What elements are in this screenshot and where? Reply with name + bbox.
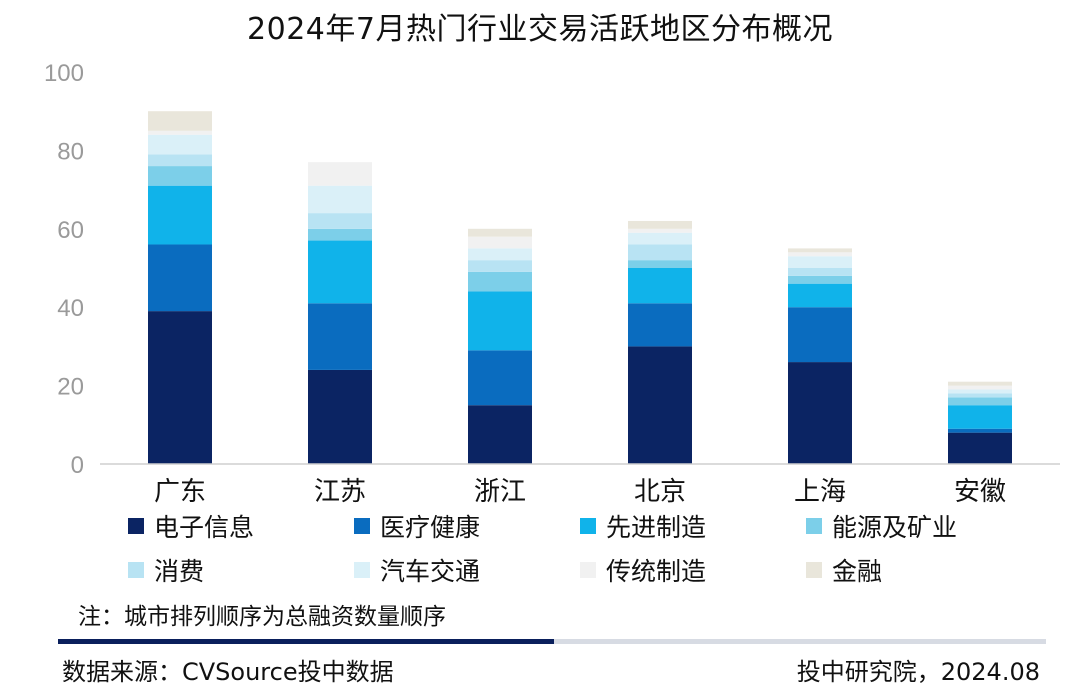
divider-light: [554, 639, 1046, 644]
bar-segment: [948, 393, 1012, 398]
bar-segment: [788, 248, 852, 253]
bar-segment: [628, 346, 692, 464]
legend-label: 电子信息: [154, 513, 255, 542]
bar-segment: [148, 130, 212, 135]
bar-segment: [148, 166, 212, 186]
bar-segment: [308, 369, 372, 464]
bar-segment: [628, 232, 692, 245]
bar-segment: [948, 405, 1012, 429]
bar-segment: [308, 303, 372, 370]
bar-segment: [468, 350, 532, 406]
bar-segment: [948, 428, 1012, 433]
bar-segment: [788, 307, 852, 363]
x-tick-label: 北京: [634, 477, 686, 507]
credit: 投中研究院，2024.08: [796, 658, 1040, 686]
y-tick-label: 100: [44, 60, 84, 87]
bar-segment: [148, 311, 212, 464]
legend-swatch: [354, 562, 370, 578]
legend-item: 金融: [806, 550, 882, 590]
legend-label: 医疗健康: [380, 513, 481, 542]
bar-segment: [788, 362, 852, 464]
bar-segment: [308, 228, 372, 241]
chart-plot: 0 20 40 60 80 100 广东 江苏 浙江 北京 上海 安徽: [44, 60, 1060, 507]
legend-item: 电子信息: [128, 506, 254, 546]
bar-segment: [628, 220, 692, 229]
legend-swatch: [354, 518, 370, 534]
legend-item: 汽车交通: [354, 550, 480, 590]
legend-swatch: [128, 562, 144, 578]
bar-segment: [468, 260, 532, 272]
legend-label: 汽车交通: [380, 557, 481, 586]
bar-segment: [468, 248, 532, 261]
bar-segment: [628, 244, 692, 261]
bar-segment: [948, 397, 1012, 406]
legend-swatch: [806, 518, 822, 534]
bar-segment: [308, 213, 372, 229]
bar-segment: [148, 185, 212, 245]
bar-segment: [788, 268, 852, 276]
bar-segment: [628, 268, 692, 304]
x-tick-label: 江苏: [314, 477, 366, 507]
legend-swatch: [580, 562, 596, 578]
bar-segment: [628, 303, 692, 347]
legend-item: 医疗健康: [354, 506, 480, 546]
bar-segment: [788, 252, 852, 257]
divider-dark: [58, 639, 554, 644]
x-tick-label: 广东: [154, 477, 206, 507]
bar-segment: [308, 162, 372, 186]
bar-segment: [468, 291, 532, 351]
bar-segment: [308, 240, 372, 304]
y-tick-label: 40: [57, 295, 84, 322]
bar-segment: [468, 405, 532, 464]
bar-segment: [468, 236, 532, 249]
bar-segment: [628, 260, 692, 268]
legend-label: 金融: [832, 557, 883, 586]
bar-segment: [788, 283, 852, 308]
legend-item: 先进制造: [580, 506, 706, 546]
x-tick-label: 上海: [794, 477, 846, 507]
legend-label: 消费: [154, 557, 205, 586]
legend-item: 传统制造: [580, 550, 706, 590]
legend-swatch: [806, 562, 822, 578]
legend-swatch: [128, 518, 144, 534]
chart-note: 注：城市排列顺序为总融资数量顺序: [78, 604, 446, 630]
legend-label: 能源及矿业: [832, 513, 958, 542]
bar-segment: [468, 271, 532, 292]
y-tick-label: 80: [57, 138, 84, 165]
bar-segment: [948, 432, 1012, 464]
y-tick-label: 20: [57, 374, 84, 401]
data-source: 数据来源：CVSource投中数据: [62, 658, 394, 686]
bar-segment: [788, 275, 852, 284]
x-tick-label: 浙江: [474, 477, 526, 507]
y-tick-label: 0: [71, 452, 84, 479]
bar-segment: [468, 228, 532, 237]
chart-title: 2024年7月热门行业交易活跃地区分布概况: [247, 12, 833, 47]
bar-segment: [148, 134, 212, 155]
bar-segment: [948, 381, 1012, 386]
legend-swatch: [580, 518, 596, 534]
bar-segment: [148, 244, 212, 312]
legend-item: 能源及矿业: [806, 506, 957, 546]
bar-segment: [628, 228, 692, 233]
bar-segment: [148, 111, 212, 131]
bar-segment: [148, 154, 212, 167]
bar-segment: [788, 256, 852, 268]
legend-label: 先进制造: [606, 513, 707, 542]
legend-item: 消费: [128, 550, 204, 590]
y-tick-label: 60: [57, 217, 84, 244]
bar-segment: [948, 389, 1012, 394]
bar-segment: [948, 385, 1012, 390]
bar-segment: [308, 185, 372, 214]
x-tick-label: 安徽: [954, 477, 1006, 507]
legend-label: 传统制造: [606, 557, 707, 586]
